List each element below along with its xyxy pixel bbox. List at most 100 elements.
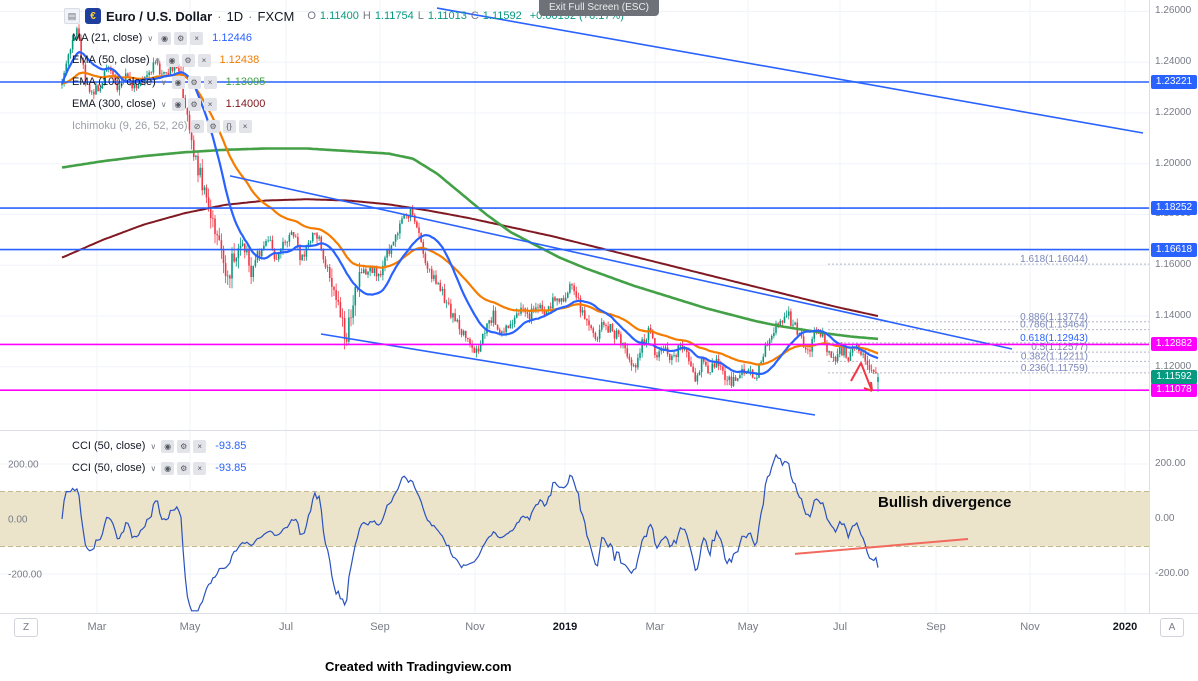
time-tick: Jul xyxy=(278,621,294,633)
price-tick: 1.14000 xyxy=(1155,310,1192,322)
remove-indicator-icon[interactable]: × xyxy=(203,97,217,111)
visibility-toggle-icon[interactable]: ◉ xyxy=(161,439,175,453)
exchange-label[interactable]: FXCM xyxy=(257,8,295,24)
remove-indicator-icon[interactable]: × xyxy=(193,461,207,475)
high-value: 1.11754 xyxy=(374,10,414,22)
price-tick: 1.16000 xyxy=(1155,259,1192,271)
svg-text:0.236(1.11759): 0.236(1.11759) xyxy=(1021,363,1088,374)
chevron-down-icon: ∨ xyxy=(160,77,167,87)
visibility-toggle-icon[interactable]: ◉ xyxy=(158,31,172,45)
settings-icon[interactable]: ⚙ xyxy=(177,461,191,475)
settings-icon[interactable]: ⚙ xyxy=(174,31,188,45)
remove-indicator-icon[interactable]: × xyxy=(193,439,207,453)
cci-legend-row-1[interactable]: CCI (50, close) ∨ ◉ ⚙ × -93.85 xyxy=(72,438,246,454)
interval-label[interactable]: 1D xyxy=(226,8,244,24)
time-tick: Mar xyxy=(645,621,665,633)
svg-text:1.618(1.16044): 1.618(1.16044) xyxy=(1020,254,1088,265)
remove-indicator-icon[interactable]: × xyxy=(197,53,211,67)
time-tick: Mar xyxy=(87,621,107,633)
symbol-title[interactable]: Euro / U.S. Dollar xyxy=(106,8,213,24)
price-tick: 1.12000 xyxy=(1155,360,1192,372)
cci-tick: 200.00 xyxy=(1155,457,1186,469)
cci-legend-row-2[interactable]: CCI (50, close) ∨ ◉ ⚙ × -93.85 xyxy=(72,460,246,476)
svg-text:0.382(1.12211): 0.382(1.12211) xyxy=(1021,351,1088,362)
time-tick: 2020 xyxy=(1112,621,1138,633)
open-label: O xyxy=(307,10,316,22)
high-label: H xyxy=(362,10,371,22)
close-value: 1.11592 xyxy=(482,10,522,22)
time-tick: Nov xyxy=(465,621,485,633)
indicator-label: Ichimoku (9, 26, 52, 26) xyxy=(72,120,188,132)
indicator-value: -93.85 xyxy=(215,462,247,474)
price-level-badge: 1.16618 xyxy=(1151,242,1197,257)
time-axis[interactable]: Mar May Jul Sep Nov 2019 Mar May Jul Sep Nov 2020 xyxy=(0,613,1198,641)
indicator-label: CCI (50, close) xyxy=(72,462,146,474)
indicator-row-ema300[interactable]: EMA (300, close) ∨ ◉ ⚙ × 1.14000 xyxy=(72,96,265,112)
time-tick: Sep xyxy=(370,621,390,633)
indicator-label: EMA (50, close) xyxy=(72,54,150,66)
indicator-label: EMA (100, close) xyxy=(72,76,156,88)
time-tick: Jul xyxy=(832,621,848,633)
indicator-row-ma21[interactable]: MA (21, close) ∨ ◉ ⚙ × 1.12446 xyxy=(72,30,252,46)
svg-text:200.00: 200.00 xyxy=(8,460,39,471)
time-tick: Sep xyxy=(926,621,946,633)
auto-scale-button[interactable]: A xyxy=(1160,618,1184,637)
separator: · xyxy=(217,8,222,24)
indicator-label: EMA (300, close) xyxy=(72,98,156,110)
indicator-value: 1.12446 xyxy=(212,32,252,44)
pane-divider[interactable] xyxy=(0,430,1198,431)
visibility-toggle-icon[interactable]: ◉ xyxy=(161,461,175,475)
source-code-icon[interactable]: {} xyxy=(222,119,236,133)
price-level-badge: 1.18252 xyxy=(1151,201,1197,216)
open-value: 1.11400 xyxy=(319,10,359,22)
price-axis[interactable]: 1.260001.240001.220001.200001.180001.160… xyxy=(1149,0,1198,430)
low-value: 1.11013 xyxy=(427,10,467,22)
time-tick: Nov xyxy=(1020,621,1040,633)
visibility-toggle-icon[interactable]: ◉ xyxy=(165,53,179,67)
chevron-down-icon: ∨ xyxy=(160,99,167,109)
cci-indicator-pane[interactable]: 200.00 0.00 -200.00 xyxy=(0,431,1149,613)
chevron-down-icon: ∨ xyxy=(150,463,157,473)
svg-text:0.00: 0.00 xyxy=(8,515,28,526)
price-tick: 1.24000 xyxy=(1155,56,1192,68)
settings-icon[interactable]: ⚙ xyxy=(177,439,191,453)
visibility-toggle-icon[interactable]: ◉ xyxy=(171,75,185,89)
indicator-label: MA (21, close) xyxy=(72,32,143,44)
indicator-row-ema50[interactable]: EMA (50, close) ∨ ◉ ⚙ × 1.12438 xyxy=(72,52,259,68)
visibility-toggle-icon[interactable]: ◉ xyxy=(171,97,185,111)
remove-indicator-icon[interactable]: × xyxy=(190,31,204,45)
main-price-chart[interactable]: 1.618(1.16044) 0.886(1.13774)0.786(1.1346… xyxy=(0,0,1149,430)
legend-collapse-button[interactable]: ▤ xyxy=(64,8,80,24)
price-level-badge: 1.12882 xyxy=(1151,337,1197,352)
svg-text:0.786(1.13464): 0.786(1.13464) xyxy=(1020,320,1088,331)
price-tick: 1.22000 xyxy=(1155,106,1192,118)
settings-icon[interactable]: ⚙ xyxy=(187,75,201,89)
separator: · xyxy=(248,8,253,24)
timezone-button[interactable]: Z xyxy=(14,618,38,637)
price-tick: 1.26000 xyxy=(1155,5,1192,17)
chevron-down-icon: ∨ xyxy=(147,33,154,43)
last-price-badge: 1.11592 xyxy=(1151,370,1197,385)
price-level-badge: 1.11078 xyxy=(1151,383,1197,398)
chevron-down-icon: ∨ xyxy=(154,55,161,65)
time-tick: May xyxy=(737,621,759,633)
visibility-off-icon[interactable]: ⊘ xyxy=(190,119,204,133)
cci-tick: 0.00 xyxy=(1155,512,1175,524)
bullish-divergence-annotation[interactable]: Bullish divergence xyxy=(878,494,1012,511)
settings-icon[interactable]: ⚙ xyxy=(187,97,201,111)
settings-icon[interactable]: ⚙ xyxy=(206,119,220,133)
price-level-badge: 1.23221 xyxy=(1151,74,1197,89)
indicator-value: 1.13095 xyxy=(225,76,266,88)
settings-icon[interactable]: ⚙ xyxy=(181,53,195,67)
time-tick: May xyxy=(179,621,201,633)
cci-tick: -200.00 xyxy=(1155,567,1189,579)
remove-indicator-icon[interactable]: × xyxy=(238,119,252,133)
svg-text:0.618(1.12943): 0.618(1.12943) xyxy=(1020,333,1088,344)
indicator-row-ichimoku[interactable]: Ichimoku (9, 26, 52, 26) ⊘ ⚙ {} × xyxy=(72,118,252,134)
exit-fullscreen-button[interactable]: Exit Full Screen (ESC) xyxy=(538,0,660,16)
cci-axis[interactable]: 200.00 0.00 -200.00 xyxy=(1149,431,1198,613)
svg-text:-200.00: -200.00 xyxy=(8,570,42,581)
indicator-row-ema100[interactable]: EMA (100, close) ∨ ◉ ⚙ × 1.13095 xyxy=(72,74,265,90)
remove-indicator-icon[interactable]: × xyxy=(203,75,217,89)
